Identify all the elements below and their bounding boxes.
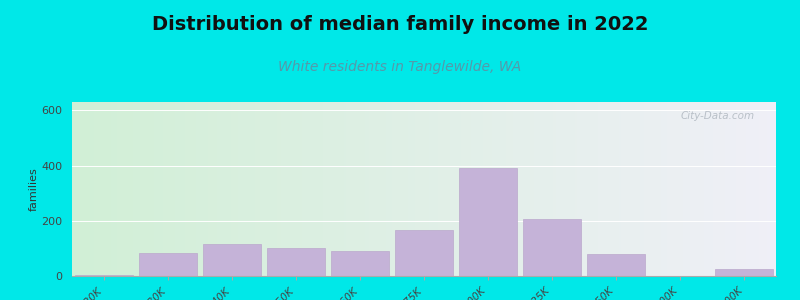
- Bar: [714, 269, 774, 276]
- Bar: [138, 253, 198, 276]
- Y-axis label: families: families: [28, 167, 38, 211]
- Bar: [266, 248, 326, 276]
- Bar: [458, 168, 518, 276]
- Bar: [202, 244, 262, 276]
- Text: City-Data.com: City-Data.com: [681, 111, 755, 121]
- Bar: [330, 251, 390, 276]
- Bar: [394, 230, 454, 276]
- Bar: [74, 274, 134, 276]
- Text: Distribution of median family income in 2022: Distribution of median family income in …: [152, 15, 648, 34]
- Bar: [522, 219, 582, 276]
- Text: White residents in Tanglewilde, WA: White residents in Tanglewilde, WA: [278, 60, 522, 74]
- Bar: [586, 254, 646, 276]
